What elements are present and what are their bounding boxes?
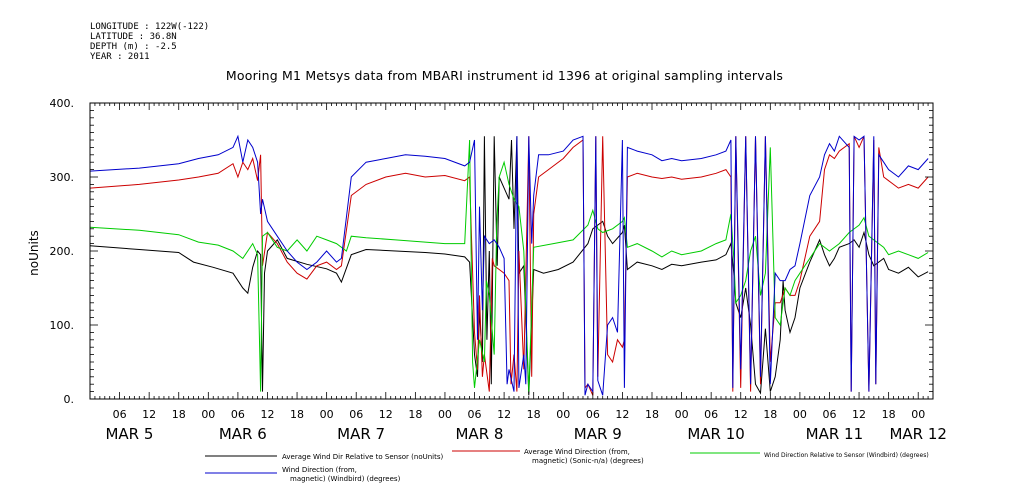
x-tick-label: 06	[113, 408, 127, 421]
y-tick-label: 0.	[64, 393, 75, 406]
x-tick-label: 00	[556, 408, 570, 421]
x-tick-label: 12	[497, 408, 511, 421]
x-day-label: MAR 5	[105, 425, 153, 443]
series-line-2	[89, 136, 929, 396]
y-tick-label: 200.	[50, 245, 75, 258]
x-tick-label: 06	[822, 408, 836, 421]
x-tick-label: 12	[615, 408, 629, 421]
x-tick-label: 12	[734, 408, 748, 421]
x-tick-label: 06	[349, 408, 363, 421]
x-tick-label: 06	[586, 408, 600, 421]
metadata-block: LONGITUDE : 122W(-122) LATITUDE : 36.8N …	[90, 22, 209, 62]
x-tick-label: 00	[793, 408, 807, 421]
x-tick-label: 18	[882, 408, 896, 421]
series-line-4	[89, 134, 929, 396]
legend-label-4: Wind Direction (from,	[282, 466, 357, 474]
legend-label-1: Average Wind Dir Relative to Sensor (noU…	[282, 453, 443, 461]
x-tick-label: 18	[408, 408, 422, 421]
longitude-text: LONGITUDE : 122W(-122)	[90, 22, 210, 32]
year-text: YEAR : 2011	[90, 52, 150, 62]
x-tick-label: 06	[231, 408, 245, 421]
x-tick-label: 00	[675, 408, 689, 421]
x-day-label: MAR 7	[337, 425, 385, 443]
y-tick-label: 400.	[50, 97, 75, 110]
series-line-1	[89, 136, 929, 396]
depth-text: DEPTH (m) : -2.5	[90, 42, 177, 52]
chart-title: Mooring M1 Metsys data from MBARI instru…	[225, 68, 784, 83]
y-tick-label: 100.	[50, 319, 75, 332]
x-tick-label: 12	[260, 408, 274, 421]
legend-label-4: magnetic) (Windbird) (degrees)	[290, 475, 401, 483]
series-lines	[89, 134, 929, 396]
x-tick-label: 06	[468, 408, 482, 421]
x-tick-label: 18	[645, 408, 659, 421]
x-day-label: MAR 10	[687, 425, 744, 443]
axes: 06 12 18 00 06 12 18 00 06 12 18 00 06 12 18 00 06 12 18 00…	[50, 97, 947, 443]
legend-label-3: Wind Direction Relative to Sensor (Windb…	[764, 452, 929, 459]
legend-label-2: Average Wind Direction (from,	[524, 448, 630, 456]
x-day-label: MAR 8	[455, 425, 503, 443]
legend-label-2: magnetic) (Sonic-n/a) (degrees)	[532, 457, 644, 465]
y-tick-label: 300.	[50, 171, 75, 184]
series-line-3	[89, 139, 929, 392]
legend: Average Wind Dir Relative to Sensor (noU…	[205, 448, 929, 483]
x-tick-label: 00	[438, 408, 452, 421]
x-tick-label: 18	[172, 408, 186, 421]
x-tick-label: 00	[201, 408, 215, 421]
x-tick-label: 00	[320, 408, 334, 421]
x-tick-label: 18	[763, 408, 777, 421]
x-tick-label: 12	[379, 408, 393, 421]
x-tick-label: 18	[290, 408, 304, 421]
x-tick-label: 00	[911, 408, 925, 421]
x-tick-label: 06	[704, 408, 718, 421]
x-tick-label: 18	[527, 408, 541, 421]
x-day-label: MAR 9	[574, 425, 622, 443]
x-day-label: MAR 11	[806, 425, 863, 443]
latitude-text: LATITUDE : 36.8N	[90, 32, 177, 42]
x-day-label: MAR 6	[219, 425, 267, 443]
x-day-label: MAR 12	[889, 425, 946, 443]
x-tick-label: 12	[852, 408, 866, 421]
x-tick-label: 12	[142, 408, 156, 421]
